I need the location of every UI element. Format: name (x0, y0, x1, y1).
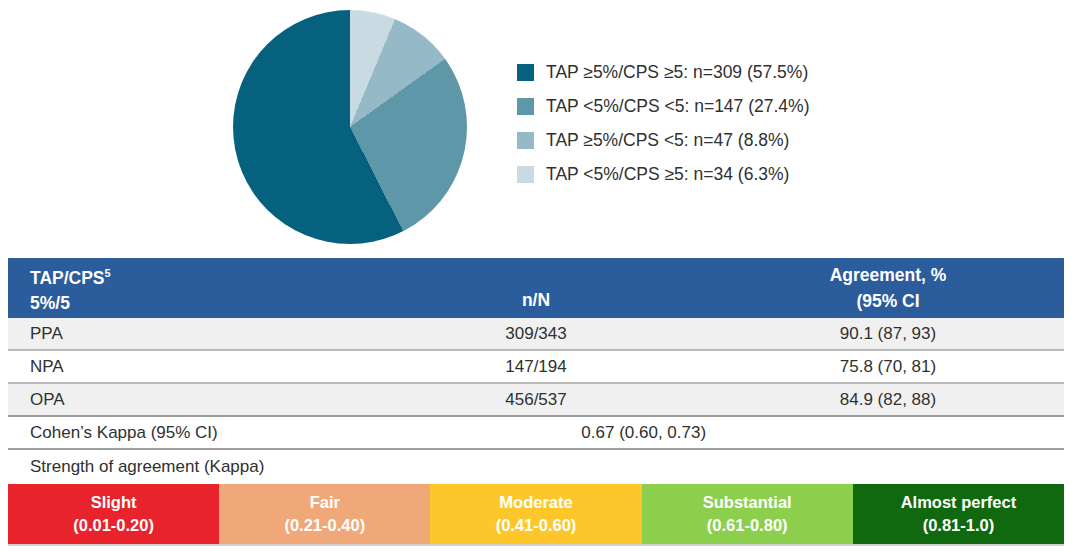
table-row: OPA 456/537 84.9 (82, 88) (8, 384, 1064, 417)
legend-item: TAP <5%/CPS <5: n=147 (27.4%) (517, 98, 809, 115)
legend-label: TAP ≥5%/CPS ≥5: n=309 (57.5%) (546, 62, 808, 83)
legend-item: TAP ≥5%/CPS ≥5: n=309 (57.5%) (517, 64, 809, 81)
table-row: PPA 309/343 90.1 (87, 93) (8, 318, 1064, 351)
legend-swatch-icon (517, 64, 534, 81)
cohens-kappa-row: Cohen’s Kappa (95% CI) 0.67 (0.60, 0.73) (8, 417, 1064, 450)
scale-segment-almost-perfect: Almost perfect (0.81-1.0) (853, 484, 1064, 544)
row-agreement: 75.8 (70, 81) (712, 357, 1064, 377)
scale-segment-moderate: Moderate (0.41-0.60) (430, 484, 641, 544)
pie-chart (233, 10, 467, 244)
row-agreement: 84.9 (82, 88) (712, 390, 1064, 410)
cohens-kappa-value: 0.67 (0.60, 0.73) (581, 423, 706, 443)
row-label: PPA (8, 324, 360, 344)
legend-swatch-icon (517, 98, 534, 115)
scale-segment-fair: Fair (0.21-0.40) (219, 484, 430, 544)
slide: TAP ≥5%/CPS ≥5: n=309 (57.5%) TAP <5%/CP… (0, 0, 1080, 554)
header-line2: 5%/5 (30, 290, 360, 316)
header-superscript: 5 (105, 267, 111, 279)
agreement-table: TAP/CPS5 5%/5 n/N Agreement, % (95% CI P… (8, 258, 1064, 546)
table-header-n-N: n/N (360, 258, 712, 318)
row-label: OPA (8, 390, 360, 410)
legend-label: TAP ≥5%/CPS <5: n=47 (8.8%) (546, 130, 789, 151)
table-row: NPA 147/194 75.8 (70, 81) (8, 351, 1064, 384)
cohens-kappa-label: Cohen’s Kappa (95% CI) (8, 423, 218, 443)
table-header-row: TAP/CPS5 5%/5 n/N Agreement, % (95% CI (8, 258, 1064, 318)
strength-of-agreement-label: Strength of agreement (Kappa) (30, 457, 264, 477)
legend-label: TAP <5%/CPS <5: n=147 (27.4%) (546, 96, 809, 117)
legend-item: TAP ≥5%/CPS <5: n=47 (8.8%) (517, 132, 809, 149)
kappa-strength-scale: Slight (0.01-0.20) Fair (0.21-0.40) Mode… (8, 484, 1064, 546)
scale-segment-substantial: Substantial (0.61-0.80) (642, 484, 853, 544)
legend-item: TAP <5%/CPS ≥5: n=34 (6.3%) (517, 166, 809, 183)
table-header-agreement: Agreement, % (95% CI (712, 258, 1064, 318)
row-n-N: 456/537 (360, 390, 712, 410)
row-label: NPA (8, 357, 360, 377)
strength-of-agreement-row: Strength of agreement (Kappa) (8, 450, 1064, 484)
legend-swatch-icon (517, 166, 534, 183)
legend-label: TAP <5%/CPS ≥5: n=34 (6.3%) (546, 164, 789, 185)
scale-segment-slight: Slight (0.01-0.20) (8, 484, 219, 544)
row-agreement: 90.1 (87, 93) (712, 324, 1064, 344)
row-n-N: 309/343 (360, 324, 712, 344)
legend-swatch-icon (517, 132, 534, 149)
table-header-tap-cps: TAP/CPS5 5%/5 (8, 258, 360, 318)
header-line1: TAP/CPS5 (30, 260, 360, 291)
pie-legend: TAP ≥5%/CPS ≥5: n=309 (57.5%) TAP <5%/CP… (517, 64, 809, 200)
row-n-N: 147/194 (360, 357, 712, 377)
